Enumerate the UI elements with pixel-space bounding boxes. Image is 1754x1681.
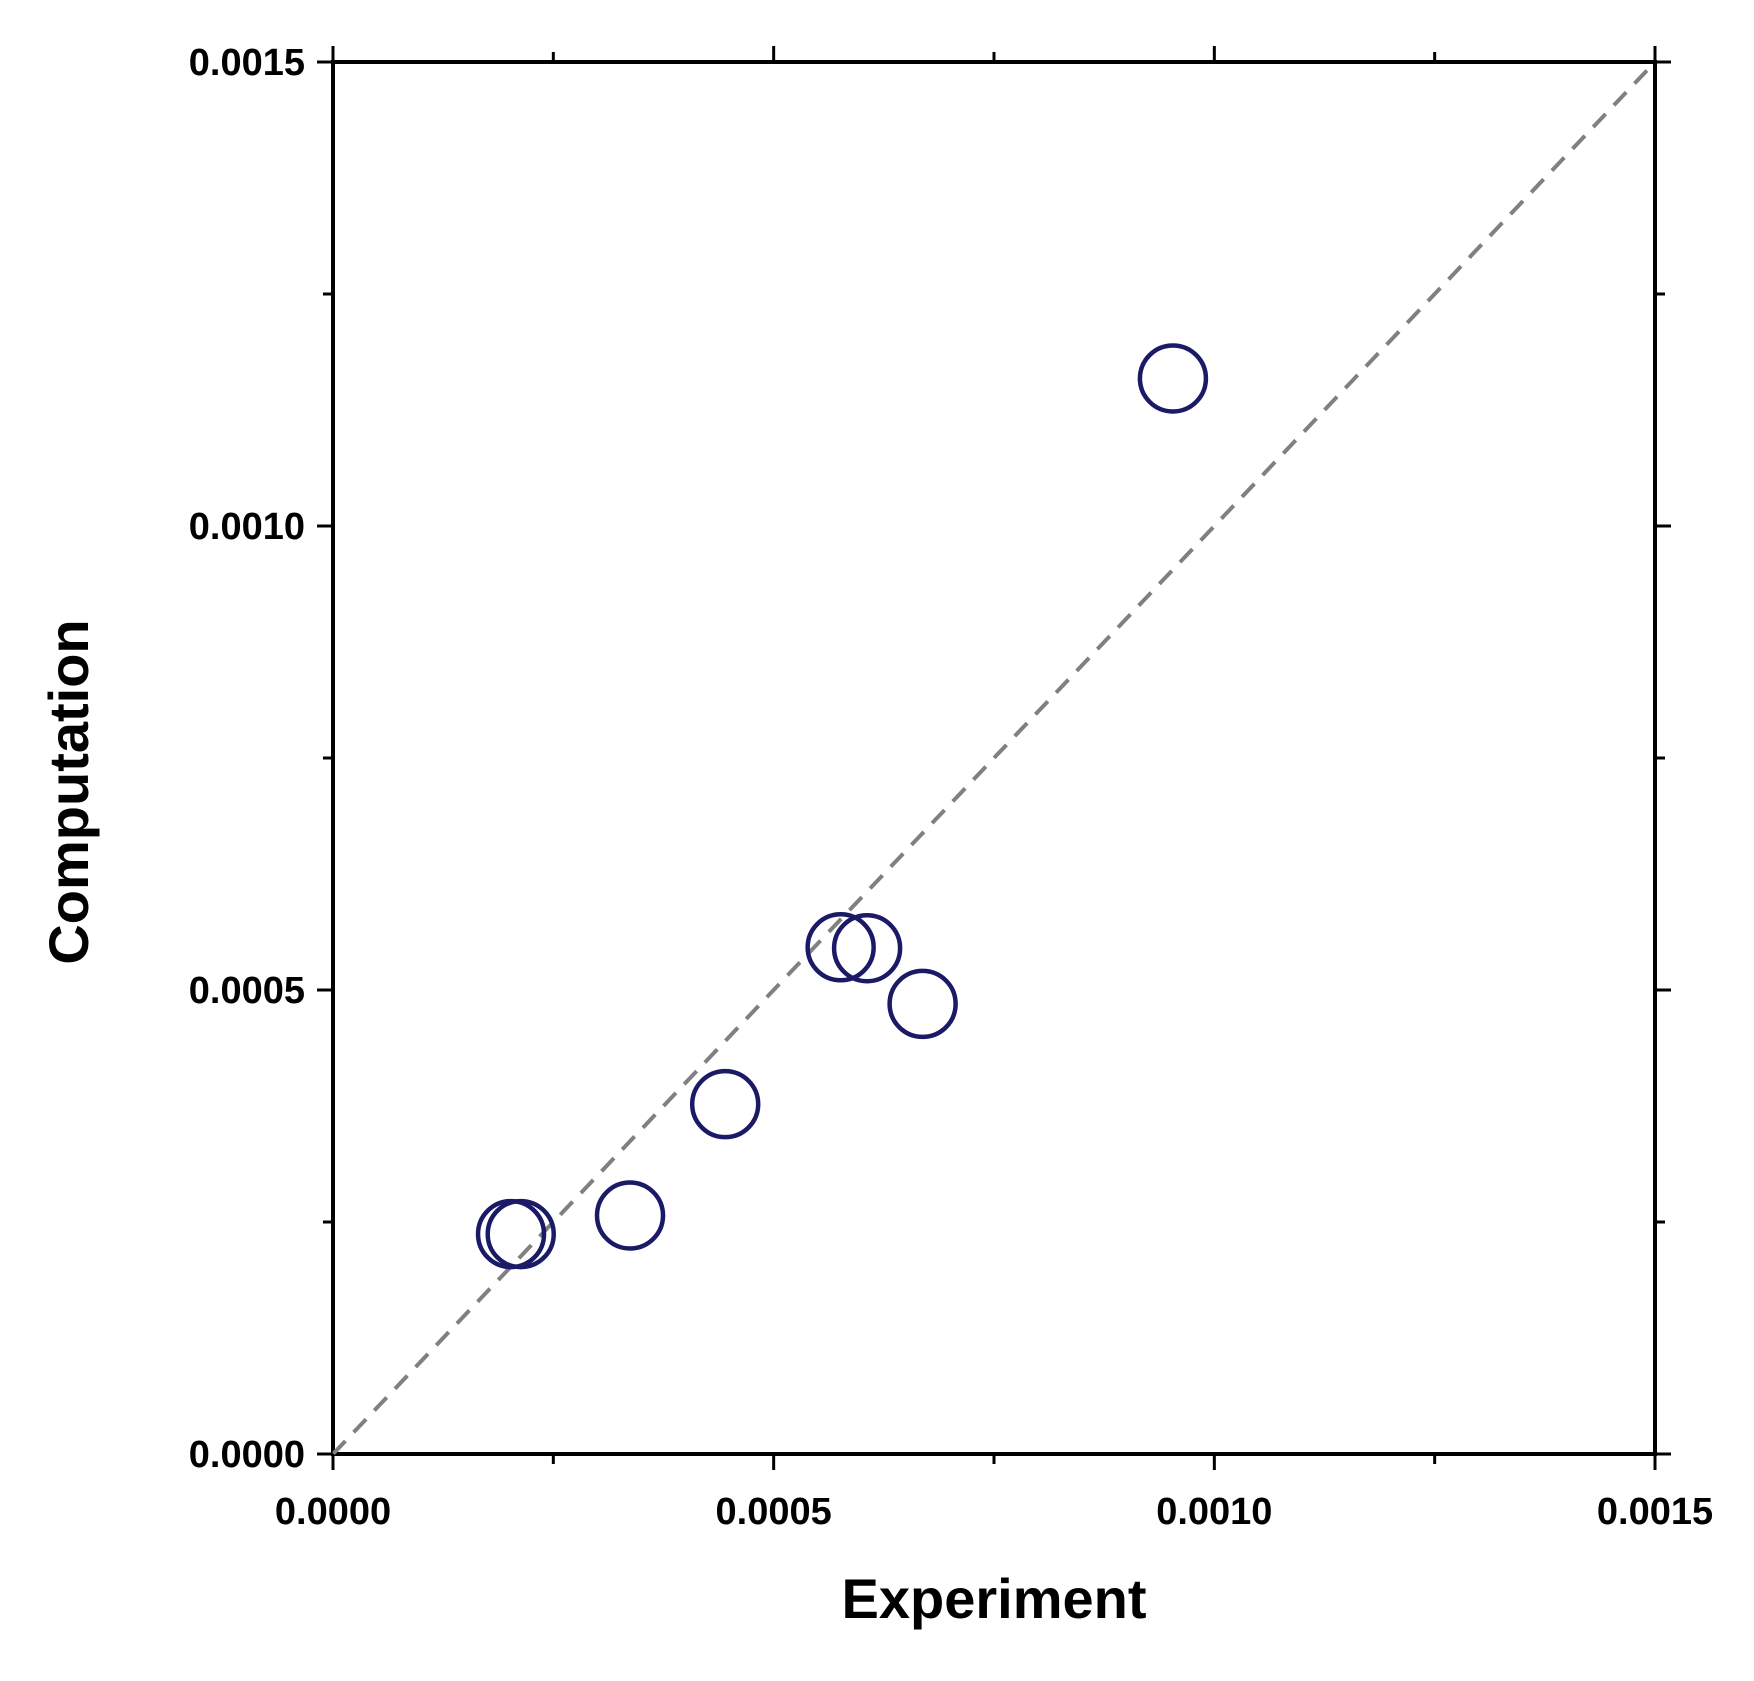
data-points-group — [475, 343, 1209, 1270]
data-point — [594, 1180, 666, 1251]
y-axis-label: Computation — [37, 619, 100, 964]
y-tick-label: 0.0015 — [189, 42, 305, 84]
data-point — [689, 1068, 761, 1140]
data-point — [805, 912, 876, 983]
x-tick-label: 0.0015 — [1597, 1491, 1713, 1533]
data-point — [831, 912, 903, 984]
y-tick-label: 0.0000 — [189, 1434, 305, 1476]
x-tick-label: 0.0005 — [716, 1491, 832, 1533]
y-tick-group: 0.0000 0.0005 0.0010 0.0015 — [189, 42, 1671, 1476]
x-tick-label: 0.0000 — [275, 1491, 391, 1533]
reference-line — [331, 60, 1657, 1456]
data-point — [887, 968, 958, 1040]
reference-line-group — [331, 60, 1657, 1456]
y-tick-label: 0.0010 — [189, 506, 305, 548]
data-point — [1137, 343, 1209, 414]
y-tick-label: 0.0005 — [189, 970, 305, 1012]
data-point — [485, 1198, 556, 1270]
x-axis-label: Experiment — [842, 1567, 1147, 1630]
x-tick-label: 0.0010 — [1156, 1491, 1272, 1533]
x-tick-group: 0.0000 0.0005 0.0010 0.0015 — [275, 46, 1713, 1533]
